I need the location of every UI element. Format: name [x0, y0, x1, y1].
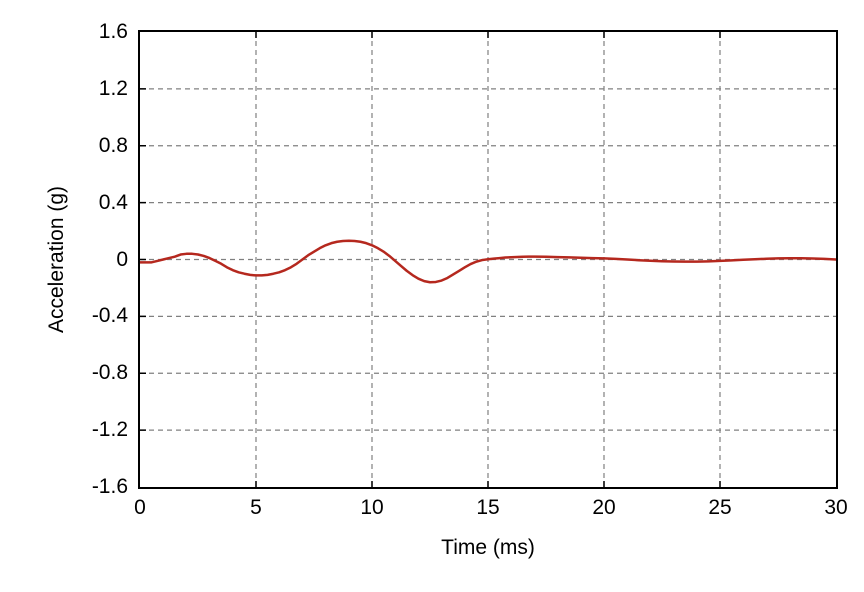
y-tick-label: -0.8	[91, 361, 128, 385]
y-tick-label: -1.6	[91, 475, 128, 498]
x-tick-label: 25	[708, 496, 732, 519]
x-tick-label: 20	[592, 496, 616, 519]
x-axis-title: Time (ms)	[441, 536, 535, 559]
y-tick-label: 1.6	[98, 20, 128, 43]
x-tick-label: 15	[476, 496, 500, 519]
series-line-0	[140, 239, 836, 284]
y-tick-label: -1.2	[91, 418, 128, 442]
x-tick-label: 5	[250, 496, 262, 519]
y-tick-label: -0.4	[91, 304, 128, 328]
x-tick-label: 0	[134, 496, 146, 519]
y-tick-label: 0	[116, 247, 128, 271]
plot-area	[138, 30, 838, 489]
x-tick-label: 30	[824, 496, 848, 519]
y-tick-label: 0.4	[98, 190, 128, 214]
chart-canvas	[140, 32, 836, 487]
data-series	[140, 239, 836, 284]
y-tick-label: 1.2	[98, 76, 128, 100]
x-tick-label: 10	[360, 496, 384, 519]
x-axis-tick-labels: 0 5 10 15 20 25 30	[134, 496, 848, 526]
y-tick-label: 0.8	[98, 133, 128, 157]
y-axis-tick-labels: -1.6 -1.2 -0.8 -0.4 0 0.4 0.8 1.2 1.6	[0, 20, 128, 498]
